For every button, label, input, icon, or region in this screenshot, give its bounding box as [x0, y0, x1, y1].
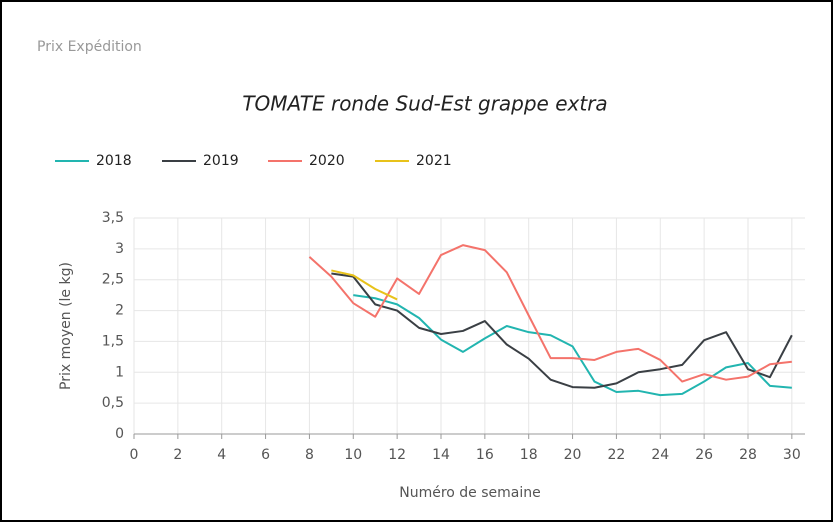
legend-label: 2021: [416, 153, 452, 169]
series-line: [331, 269, 398, 301]
x-tick-label: 24: [651, 447, 669, 463]
x-tick-label: 26: [695, 447, 713, 463]
chart-title: TOMATE ronde Sud-Est grappe extra: [242, 92, 607, 116]
x-tick-label: 14: [432, 447, 450, 463]
x-tick-label: 28: [739, 447, 757, 463]
x-tick-label: 0: [130, 447, 139, 463]
x-tick-label: 4: [217, 447, 226, 463]
x-tick-label: 30: [783, 447, 801, 463]
y-axis-label: Prix moyen (le kg): [58, 262, 74, 390]
series-line: [331, 272, 793, 389]
legend-label: 2020: [309, 153, 345, 169]
y-tick-label: 3,5: [102, 210, 124, 226]
series-line: [308, 244, 792, 383]
legend-label: 2018: [96, 153, 132, 169]
x-tick-label: 8: [305, 447, 314, 463]
x-tick-label: 16: [476, 447, 494, 463]
x-tick-label: 2: [173, 447, 182, 463]
y-tick-label: 0,5: [102, 395, 124, 411]
y-tick-label: 1: [115, 364, 124, 380]
series-line: [353, 294, 792, 397]
x-tick-label: 20: [564, 447, 582, 463]
x-tick-label: 18: [520, 447, 538, 463]
y-tick-label: 2,5: [102, 272, 124, 288]
x-tick-label: 10: [344, 447, 362, 463]
x-tick-label: 12: [388, 447, 406, 463]
x-tick-label: 6: [261, 447, 270, 463]
y-tick-label: 0: [115, 426, 124, 442]
x-axis-label: Numéro de semaine: [399, 485, 541, 501]
legend-label: 2019: [203, 153, 239, 169]
y-tick-label: 3: [115, 241, 124, 257]
header: Prix Expédition: [37, 39, 142, 55]
y-tick-label: 2: [115, 303, 124, 319]
y-tick-label: 1,5: [102, 333, 124, 349]
x-tick-label: 22: [608, 447, 626, 463]
